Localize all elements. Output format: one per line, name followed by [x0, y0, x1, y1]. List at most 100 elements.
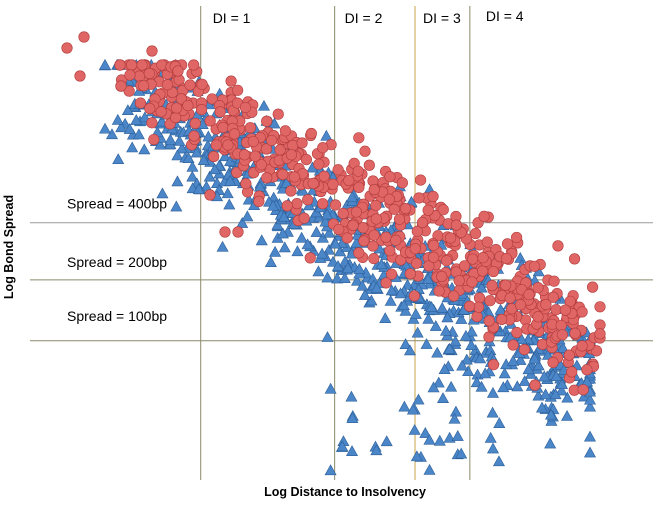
triangle-point	[561, 409, 574, 421]
circle-point	[317, 198, 329, 210]
circle-point	[146, 45, 158, 57]
circle-point	[511, 326, 523, 339]
triangle-point	[203, 170, 216, 182]
triangle-point	[423, 463, 436, 475]
circle-point	[532, 311, 544, 323]
data-points	[61, 31, 606, 476]
circle-point	[501, 238, 514, 250]
triangle-point	[301, 238, 314, 250]
triangle-point	[346, 445, 359, 456]
triangle-point	[484, 431, 497, 443]
circle-point	[247, 135, 259, 148]
triangle-point	[451, 430, 464, 441]
triangle-point	[156, 187, 169, 199]
circle-point	[302, 194, 314, 206]
triangle-point	[379, 312, 392, 324]
circle-point	[232, 84, 244, 96]
circle-point	[148, 133, 160, 146]
circle-point	[367, 240, 379, 252]
circle-point	[487, 265, 499, 278]
circle-point	[184, 79, 196, 91]
circle-point	[559, 304, 571, 316]
triangle-point	[427, 381, 440, 393]
triangle-point	[538, 370, 551, 382]
triangle-point	[257, 99, 270, 111]
triangle-point	[549, 388, 562, 400]
circle-point	[393, 213, 406, 225]
circle-point	[363, 159, 375, 171]
triangle-point	[202, 130, 215, 142]
triangle-point	[410, 450, 423, 462]
triangle-point	[398, 400, 411, 412]
triangle-point	[455, 313, 468, 324]
triangle-point	[555, 384, 568, 396]
circle-point	[238, 149, 251, 161]
circle-point	[232, 226, 244, 238]
triangle-point	[399, 338, 412, 349]
spread-label-3: Spread = 100bp	[67, 308, 167, 324]
circle-point	[368, 184, 380, 196]
triangle-point	[432, 376, 445, 388]
circle-point	[208, 150, 220, 163]
circle-point	[196, 78, 208, 90]
triangle-point	[433, 434, 446, 446]
triangle-point	[358, 289, 371, 300]
circle-point	[500, 252, 513, 265]
triangle-point	[264, 256, 277, 267]
circle-point	[296, 137, 308, 149]
circle-point	[350, 206, 362, 218]
triangle-point	[276, 227, 289, 239]
circle-point	[518, 343, 531, 356]
triangle-point	[171, 149, 184, 161]
circle-point	[453, 275, 465, 287]
circle-point	[353, 247, 365, 259]
circle-point	[481, 236, 493, 248]
circle-point	[125, 59, 138, 71]
triangle-point	[541, 348, 554, 360]
reference-labels: DI = 1 DI = 2 DI = 3 DI = 4 Spread = 400bp Sp…	[67, 8, 524, 324]
triangle-point	[439, 324, 452, 336]
circle-point	[581, 364, 593, 376]
circle-point	[390, 234, 402, 246]
triangle-point	[403, 344, 416, 356]
triangle-point	[327, 255, 340, 267]
triangle-point	[515, 333, 528, 345]
circle-point	[277, 168, 289, 181]
triangle-point	[353, 263, 366, 274]
circle-point	[529, 379, 541, 391]
circle-point	[172, 65, 184, 77]
circle-point	[313, 158, 325, 170]
circle-point	[228, 128, 241, 140]
circle-point	[496, 313, 508, 325]
triangle-point	[441, 311, 454, 323]
triangle-point	[497, 381, 510, 393]
circle-point	[436, 270, 448, 283]
triangle-point	[550, 370, 563, 382]
circle-point	[317, 142, 329, 154]
circle-point	[486, 280, 498, 292]
circle-point	[594, 328, 606, 340]
triangle-point	[409, 308, 422, 319]
triangle-point	[475, 281, 488, 293]
triangle-point	[399, 304, 412, 316]
triangle-point	[295, 231, 308, 243]
circle-point	[287, 139, 299, 152]
triangle-point	[479, 367, 492, 379]
triangle-point	[321, 271, 334, 283]
circle-point	[569, 327, 581, 339]
triangle-point	[182, 152, 195, 164]
circle-point	[260, 143, 273, 155]
triangle-point	[365, 294, 378, 306]
circle-point	[61, 42, 73, 54]
triangle-point	[448, 412, 461, 424]
circle-point	[564, 295, 576, 307]
circle-point	[483, 315, 495, 327]
triangle-point	[384, 294, 397, 306]
triangle-point	[422, 312, 435, 324]
circle-point	[577, 384, 589, 396]
circle-point	[281, 200, 293, 212]
triangle-point	[221, 187, 234, 199]
spread-label-1: Spread = 400bp	[67, 196, 167, 212]
triangle-point	[324, 382, 337, 394]
